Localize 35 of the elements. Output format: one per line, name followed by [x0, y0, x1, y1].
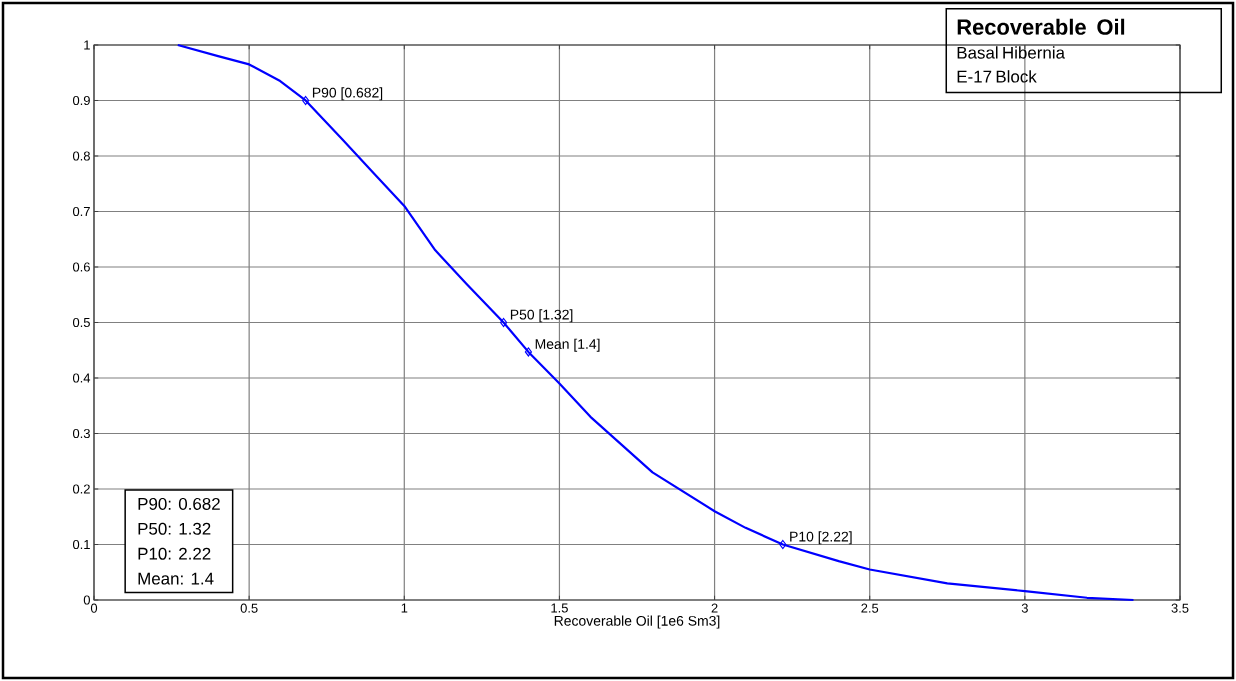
x-tick-label: 2.5 [861, 603, 879, 613]
point [499, 317, 508, 328]
y-tick-label: 0.6 [72, 262, 90, 272]
x-tick-label: 0.5 [240, 603, 258, 613]
y-tick-label: 1 [84, 40, 90, 50]
y-tick-label: 0.9 [72, 95, 90, 106]
chart-title: Recoverable Oil [957, 18, 1125, 35]
chart-subtitle: Basal Hibernia [957, 46, 1065, 59]
y-tick-label: 0.7 [72, 206, 90, 217]
x-tick-label: 1.5 [551, 603, 568, 613]
x-tick-label: 1 [401, 603, 408, 613]
annotation: Mean: 1.4 [138, 572, 214, 585]
x-axis-title: Recoverable Oil [1e6 Sm3] [554, 615, 720, 629]
annotation: Mean [1.4] [535, 338, 600, 352]
x-tick-label: 3 [1021, 603, 1028, 613]
annotation: E-17 Block [957, 70, 1037, 83]
y-tick-label: 0.2 [72, 484, 90, 494]
y-tick-label: 0.1 [72, 539, 90, 550]
y-tick-label: 0.8 [72, 151, 90, 161]
x-tick-label: 3.5 [1171, 603, 1189, 613]
y-tick-label: 0.3 [72, 428, 90, 439]
annotation: P10: 2.22 [138, 547, 211, 560]
point [779, 539, 787, 550]
annotation: P90 [0.682] [312, 87, 383, 101]
point [524, 347, 532, 357]
y-tick-label: 0.5 [72, 317, 90, 328]
annotation: P50 [1.32] [510, 309, 573, 323]
annotation: P10 [2.22] [790, 531, 852, 545]
x-tick-label: 0 [90, 603, 98, 613]
annotation: P50: 1.32 [138, 522, 211, 535]
y-tick-label: 0.4 [72, 373, 91, 383]
x-tick-label: 2 [711, 603, 718, 613]
y-tick-label: 0 [83, 595, 90, 605]
point [302, 95, 310, 106]
annotation: P90: 0.682 [138, 497, 220, 510]
